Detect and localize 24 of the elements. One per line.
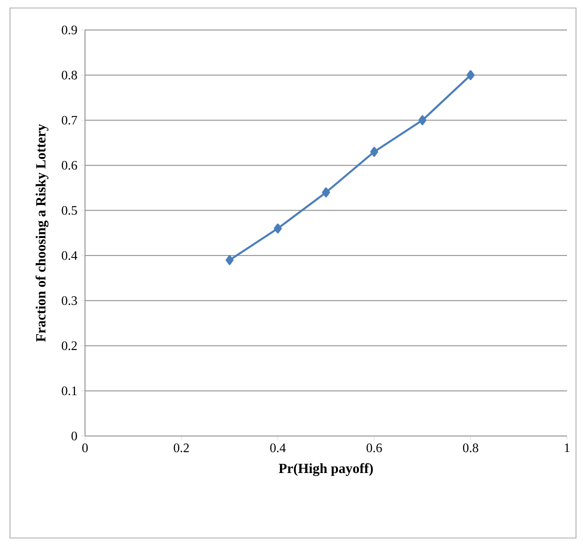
y-tick-label: 0.6 bbox=[62, 160, 78, 170]
point bbox=[274, 223, 282, 234]
point bbox=[322, 187, 330, 198]
point bbox=[370, 146, 378, 157]
y-tick-label: 0.9 bbox=[62, 26, 77, 34]
y-tick-label: 0.8 bbox=[62, 70, 77, 80]
y-tick-label: 0.4 bbox=[62, 251, 78, 260]
x-tick-label: 0.8 bbox=[463, 444, 478, 452]
y-tick-label: 0.5 bbox=[62, 206, 77, 215]
x-tick-label: 0.4 bbox=[270, 444, 286, 452]
y-tick-label: 0 bbox=[72, 432, 77, 440]
point bbox=[226, 255, 234, 266]
x-axis-title: Pr(High payoff) bbox=[278, 463, 373, 476]
point bbox=[418, 115, 426, 126]
x-tick-label: 0 bbox=[82, 444, 88, 452]
x-tick-label: 1 bbox=[564, 444, 570, 452]
x-tick-label: 0.2 bbox=[174, 444, 189, 452]
y-tick-label: 0.7 bbox=[62, 116, 78, 125]
y-axis-title: Fraction of choosing a Risky Lottery bbox=[36, 124, 48, 342]
x-tick-label: 0.6 bbox=[366, 444, 382, 452]
point bbox=[466, 70, 475, 80]
y-tick-label: 0.1 bbox=[62, 386, 77, 396]
y-tick-label: 0.2 bbox=[62, 341, 77, 350]
y-tick-label: 0.3 bbox=[62, 296, 77, 306]
